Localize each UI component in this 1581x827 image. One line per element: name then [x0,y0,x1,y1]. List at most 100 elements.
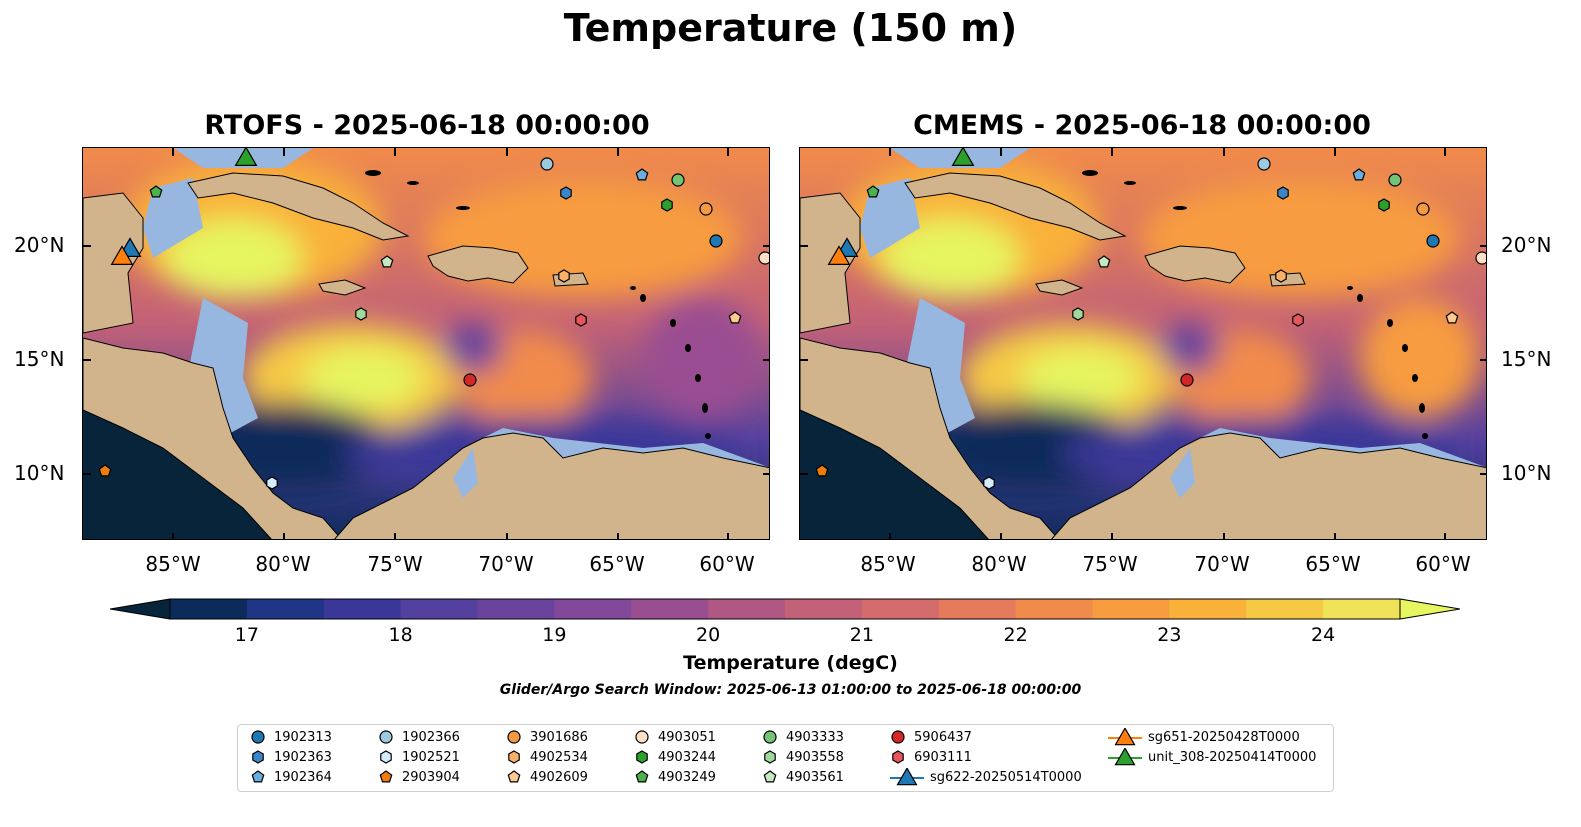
float-marker-4902534 [558,269,570,283]
land-south-america [1051,432,1486,539]
colorbar-tick-23: 23 [1157,624,1182,646]
legend-label: 4903558 [786,749,844,765]
pacific-ocean [800,408,1043,539]
legend-label: 3901686 [530,729,588,745]
lon-label-70w: 70°W [478,552,534,576]
legend-label: 1902364 [274,769,332,785]
legend-item-4902534: 4902534 [506,748,588,766]
legend-label: 1902521 [402,749,460,765]
float-marker-4903244 [1378,198,1390,212]
figure-title: Temperature (150 m) [563,6,1018,50]
colorbar-segment [938,599,1017,619]
legend-triangle-icon [896,768,918,786]
legend-item-2903904: 2903904 [378,768,460,786]
legend-item-5906437: 5906437 [890,728,972,746]
colorbar-tick-22: 22 [1003,624,1028,646]
colorbar-segment [1323,599,1401,619]
legend-circle-icon [891,730,905,744]
legend-hexagon-icon [252,750,264,764]
legend-label: 1902313 [274,729,332,745]
lon-label-85w-right: 85°W [860,552,916,576]
legend-label: 2903904 [402,769,460,785]
legend-circle-icon [635,730,649,744]
lon-label-65w: 65°W [589,552,645,576]
legend-item-3901686: 3901686 [506,728,588,746]
float-marker-3901686 [699,202,713,216]
legend-pentagon-icon [251,770,265,783]
colorbar-tick-24: 24 [1311,624,1336,646]
float-marker-2903904 [98,464,112,477]
legend-label: sg622-20250514T0000 [930,769,1082,785]
float-marker-2903904 [815,464,829,477]
colorbar-extend-low [109,598,171,620]
colorbar-segment [1015,599,1093,619]
float-marker-1902364 [635,168,649,181]
lake-maracaibo [453,448,478,498]
lon-label-85w: 85°W [145,552,201,576]
lon-label-80w-right: 80°W [971,552,1027,576]
colorbar-segment [323,599,402,619]
colorbar-segment [785,599,863,619]
shelf-yucatan [860,178,920,258]
legend-hexagon-icon [380,750,392,764]
land-hispaniola [427,245,529,284]
legend-label: 1902366 [402,729,460,745]
float-marker-1902313 [1426,234,1440,248]
lake-maracaibo [1170,448,1195,498]
legend-item-1902363: 1902363 [250,748,332,766]
legend-circle-icon [379,730,393,744]
legend-label: 6903111 [914,749,972,765]
legend-pentagon-icon [379,770,393,783]
colorbar-tick-20: 20 [696,624,721,646]
legend-item-4903558: 4903558 [762,748,844,766]
colorbar [109,597,1461,623]
lon-label-75w: 75°W [367,552,423,576]
legend-hexagon-icon [508,750,520,764]
legend-label: 5906437 [914,729,972,745]
panel-title-rtofs: RTOFS - 2025-06-18 00:00:00 [204,110,650,141]
lon-label-60w-right: 60°W [1415,552,1471,576]
colorbar-segment [1169,599,1247,619]
float-marker-3901686 [1416,202,1430,216]
legend-item-sg651-20250428T0000: sg651-20250428T0000 [1108,728,1300,746]
colorbar-tick-19: 19 [542,624,567,646]
lon-label-65w-right: 65°W [1305,552,1361,576]
pacific-ocean [83,408,326,539]
float-marker-4902534 [1275,269,1287,283]
land-jamaica [318,279,367,296]
float-marker-5906437 [463,373,477,387]
legend-item-4903244: 4903244 [634,748,716,766]
lon-label-60w: 60°W [699,552,755,576]
legend-item-unit_308-20250414T0000: unit_308-20250414T0000 [1108,748,1316,766]
colorbar-segment [477,599,555,619]
colorbar-segment [631,599,709,619]
legend-label: 4903244 [658,749,716,765]
legend-label: 4902534 [530,749,588,765]
float-marker-1902521 [983,476,995,490]
legend-triangle-icon [1114,748,1136,766]
colorbar-tick-18: 18 [388,624,413,646]
lon-label-75w-right: 75°W [1082,552,1138,576]
float-marker-1902313 [709,234,723,248]
legend-label: 4903249 [658,769,716,785]
float-marker-4903333 [1388,173,1402,187]
legend-item-4903051: 4903051 [634,728,716,746]
legend-hexagon-icon [764,750,776,764]
land-cuba [904,172,1127,241]
land-central-america [800,337,1059,539]
legend-item-1902366: 1902366 [378,728,460,746]
land-central-america [83,337,342,539]
legend-triangle-icon [1114,728,1136,746]
float-marker-6903111 [1292,313,1304,327]
legend: 1902313 1902363 1902364 1902366 1902521 29039… [237,724,1334,792]
float-marker-4903051 [758,251,769,265]
legend-hexagon-icon [636,750,648,764]
legend-item-4903249: 4903249 [634,768,716,786]
lat-label-15n: 15°N [14,347,65,371]
legend-item-4903333: 4903333 [762,728,844,746]
legend-item-1902521: 1902521 [378,748,460,766]
float-marker-5906437 [1180,373,1194,387]
lon-label-70w-right: 70°W [1194,552,1250,576]
glider-marker-sg651 [110,245,134,266]
colorbar-segment [1092,599,1170,619]
